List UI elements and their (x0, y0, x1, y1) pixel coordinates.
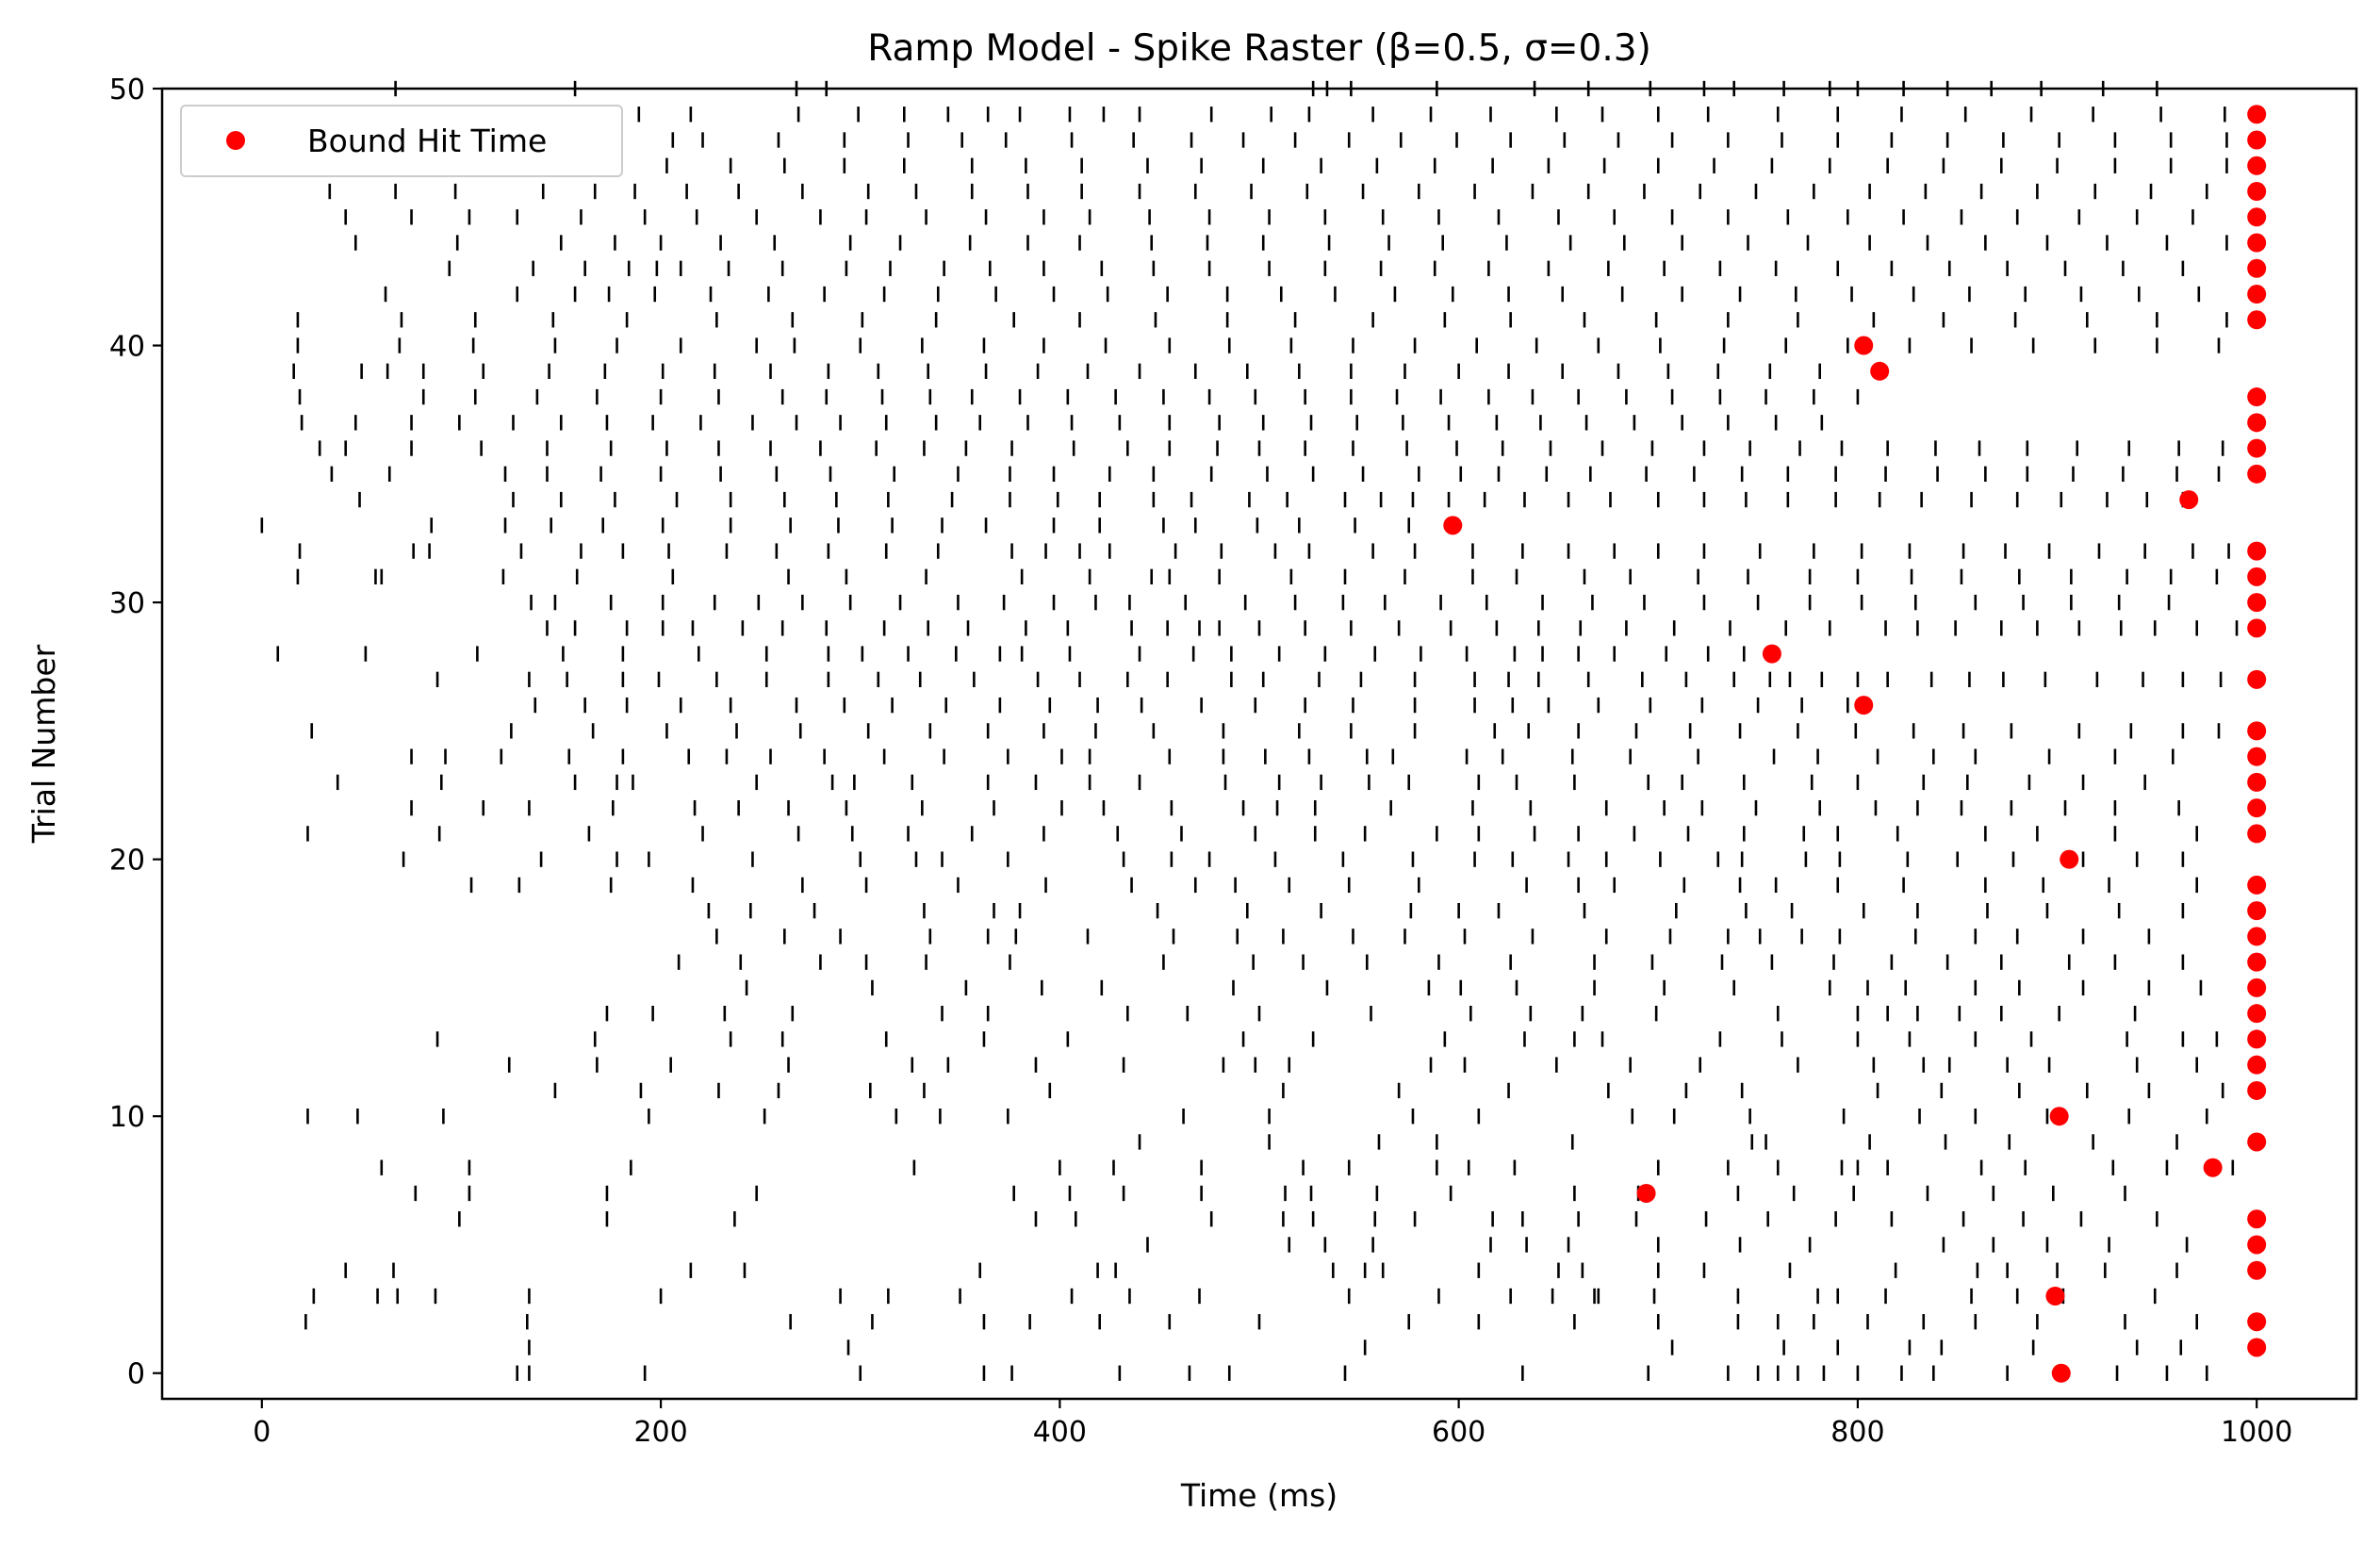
bound-hit-point (2247, 464, 2267, 484)
bound-hit-point (1854, 336, 1874, 355)
bound-hit-point (2247, 130, 2267, 150)
x-tick-label: 200 (633, 1416, 687, 1449)
x-tick-label: 0 (253, 1416, 271, 1449)
x-tick-label: 800 (1830, 1416, 1884, 1449)
chart-title: Ramp Model - Spike Raster (β=0.5, σ=0.3) (867, 27, 1651, 70)
bound-hit-point (2247, 901, 2267, 921)
bound-hit-point (2179, 490, 2199, 510)
bound-hit-point (2247, 875, 2267, 895)
bound-hit-point (2247, 285, 2267, 304)
bound-hit-point (2247, 669, 2267, 689)
bound-hit-point (1636, 1183, 1656, 1203)
plot-frame (160, 87, 2358, 1401)
bound-hit-layer (1443, 105, 2267, 1383)
bound-hit-point (2247, 1260, 2267, 1280)
bound-hit-point (2247, 1312, 2267, 1332)
bound-hit-point (2247, 1029, 2267, 1049)
bound-hit-point (2247, 927, 2267, 946)
y-tick-label: 10 (109, 1101, 145, 1134)
legend: Bound Hit Time (180, 105, 623, 177)
legend-box (180, 105, 623, 177)
bound-hit-point (2247, 310, 2267, 330)
bound-hit-point (2247, 182, 2267, 202)
bound-hit-point (2247, 798, 2267, 818)
x-axis-label: Time (ms) (1180, 1477, 1338, 1514)
bound-hit-point (2247, 1338, 2267, 1357)
ticks-layer: 0 200 400 600 800 1000 0 10 20 30 40 50 (109, 74, 2293, 1449)
bound-hit-point (2247, 541, 2267, 561)
bound-hit-point (2247, 207, 2267, 227)
bound-hit-point (1443, 516, 1463, 535)
legend-marker-bound-hit (226, 131, 245, 150)
bound-hit-point (2045, 1286, 2065, 1306)
bound-hit-point (2247, 1209, 2267, 1229)
bound-hit-point (1870, 361, 1890, 381)
y-tick-label: 0 (127, 1358, 145, 1391)
bound-hit-point (2247, 1055, 2267, 1075)
bound-hit-point (2247, 747, 2267, 766)
bound-hit-point (2247, 1235, 2267, 1255)
bound-hit-point (2051, 1363, 2071, 1383)
bound-hit-point (1854, 696, 1874, 715)
bound-hit-point (2247, 567, 2267, 586)
y-tick-label: 20 (109, 845, 145, 878)
legend-label-bound-hit: Bound Hit Time (307, 123, 547, 159)
bound-hit-point (2247, 593, 2267, 613)
bound-hit-point (2247, 1132, 2267, 1152)
bound-hit-point (2247, 258, 2267, 278)
bound-hit-point (2247, 977, 2267, 997)
bound-hit-point (2060, 849, 2079, 869)
spike-layer (260, 80, 2239, 1381)
bound-hit-point (1762, 644, 1781, 664)
bound-hit-point (2247, 387, 2267, 407)
bound-hit-point (2247, 952, 2267, 972)
bound-hit-point (2247, 156, 2267, 175)
y-tick-label: 50 (109, 74, 145, 107)
bound-hit-point (2247, 413, 2267, 433)
bound-hit-point (2203, 1158, 2223, 1177)
bound-hit-point (2247, 1004, 2267, 1024)
bound-hit-point (2247, 105, 2267, 124)
y-tick-label: 40 (109, 331, 145, 364)
bound-hit-point (2247, 438, 2267, 458)
bound-hit-point (2247, 233, 2267, 253)
x-tick-label: 1000 (2221, 1416, 2292, 1449)
y-tick-label: 30 (109, 587, 145, 620)
bound-hit-point (2247, 772, 2267, 792)
bound-hit-point (2247, 721, 2267, 741)
x-tick-label: 600 (1432, 1416, 1485, 1449)
x-tick-label: 400 (1033, 1416, 1087, 1449)
bound-hit-point (2247, 618, 2267, 638)
bound-hit-point (2247, 824, 2267, 844)
y-axis-label: Trial Number (25, 644, 62, 844)
bound-hit-point (2049, 1107, 2069, 1126)
bound-hit-point (2247, 1080, 2267, 1100)
